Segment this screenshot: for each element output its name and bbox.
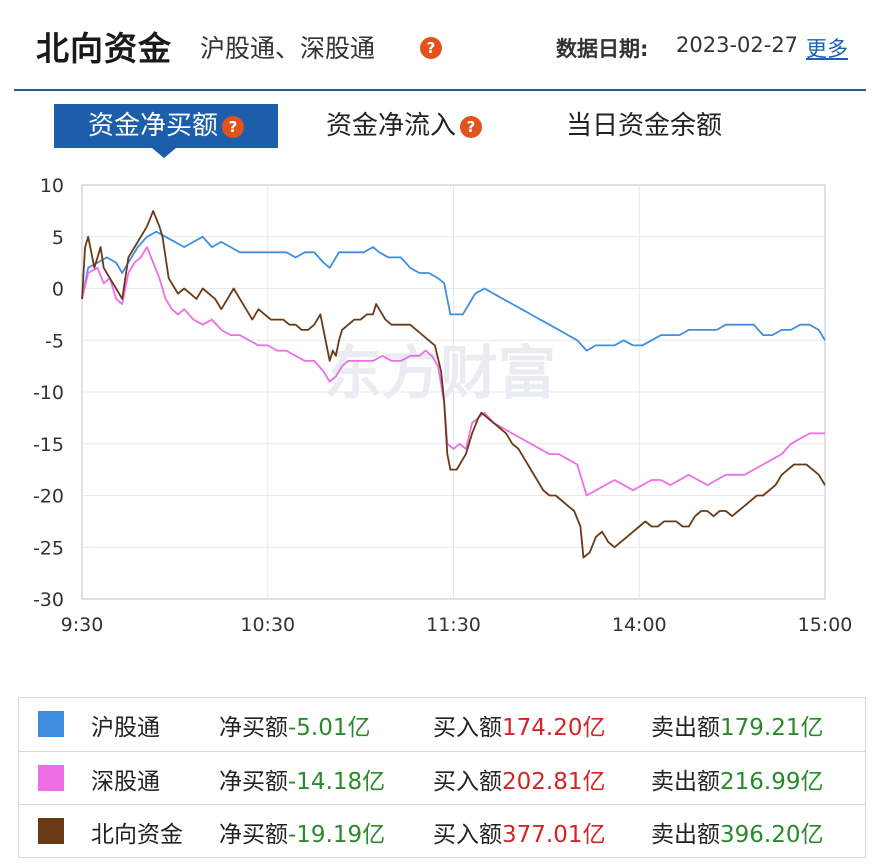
sell-label: 卖出额 [651, 769, 720, 795]
sell-amount: 卖出额396.20亿 [651, 815, 823, 849]
legend-swatch [38, 765, 64, 791]
header-divider [14, 89, 866, 91]
x-tick-label: 9:30 [61, 614, 104, 636]
header: 北向资金 沪股通、深股通 ? 数据日期: 2023-02-27 更多 [0, 0, 874, 90]
series-lines [81, 210, 826, 559]
sell-amount: 卖出额216.99亿 [651, 762, 823, 796]
help-icon[interactable]: ? [222, 115, 244, 138]
tab-net-inflow[interactable]: 资金净流入? [326, 104, 483, 148]
y-axis-labels: 10 5 0 -5 -10 -15 -20 -25 -30 [33, 175, 64, 611]
sell-label: 卖出额 [651, 822, 720, 848]
net-buy-value: -5.01亿 [288, 715, 371, 741]
y-tick-label: -30 [33, 589, 64, 611]
x-tick-label: 10:30 [240, 614, 295, 636]
x-axis-labels: 9:30 10:30 11:30 14:00 15:00 [61, 614, 853, 636]
net-buy: 净买额-19.19亿 [219, 815, 385, 849]
net-buy-value: -14.18亿 [288, 769, 386, 795]
buy-value: 377.01亿 [502, 822, 606, 848]
buy-amount: 买入额202.81亿 [433, 762, 605, 796]
y-tick-label: -15 [33, 434, 64, 456]
series-name: 沪股通 [91, 715, 160, 741]
more-link[interactable]: 更多 [806, 37, 848, 61]
page-subtitle: 沪股通、深股通 [200, 34, 376, 63]
series-line-3 [81, 210, 826, 559]
buy-value: 202.81亿 [502, 769, 606, 795]
series-line-2 [81, 246, 825, 497]
net-buy-label: 净买额 [219, 769, 288, 795]
legend-swatch [38, 711, 64, 737]
x-tick-label: 14:00 [612, 614, 667, 636]
legend-swatch [38, 818, 64, 844]
summary-table: 沪股通 净买额-5.01亿 买入额174.20亿 卖出额179.21亿 深股通 … [18, 697, 866, 858]
buy-label: 买入额 [433, 715, 502, 741]
y-tick-label: 10 [40, 175, 64, 197]
sell-value: 216.99亿 [720, 769, 824, 795]
summary-row: 北向资金 净买额-19.19亿 买入额377.01亿 卖出额396.20亿 [19, 804, 865, 857]
tab-net-inflow-label: 资金净流入 [326, 111, 457, 141]
page-title: 北向资金 [36, 29, 172, 68]
buy-value: 174.20亿 [502, 715, 606, 741]
tab-net-buy-label: 资金净买额 [87, 111, 218, 141]
tab-daily-balance-label: 当日资金余额 [566, 111, 723, 141]
summary-row: 沪股通 净买额-5.01亿 买入额174.20亿 卖出额179.21亿 [19, 698, 865, 750]
buy-label: 买入额 [433, 822, 502, 848]
sell-label: 卖出额 [651, 715, 720, 741]
series-line-1 [81, 230, 826, 352]
tab-net-buy[interactable]: 资金净买额? [54, 104, 278, 158]
help-icon[interactable]: ? [460, 115, 483, 138]
sell-value: 179.21亿 [720, 715, 824, 741]
net-buy: 净买额-14.18亿 [219, 762, 385, 796]
net-buy-label: 净买额 [219, 822, 288, 848]
help-icon[interactable]: ? [420, 37, 442, 59]
net-buy: 净买额-5.01亿 [219, 708, 371, 742]
y-tick-label: 0 [52, 279, 64, 301]
sell-amount: 卖出额179.21亿 [651, 708, 823, 742]
y-tick-label: -25 [33, 537, 64, 559]
buy-label: 买入额 [433, 769, 502, 795]
date-label: 数据日期: [556, 37, 649, 61]
sell-value: 396.20亿 [720, 822, 824, 848]
x-tick-label: 15:00 [798, 614, 853, 636]
net-buy-label: 净买额 [219, 715, 288, 741]
series-name: 北向资金 [91, 822, 183, 848]
x-tick-label: 11:30 [426, 614, 481, 636]
x-gridlines [267, 185, 640, 599]
buy-amount: 买入额377.01亿 [433, 815, 605, 849]
summary-row: 深股通 净买额-14.18亿 买入额202.81亿 卖出额216.99亿 [19, 751, 865, 804]
y-tick-label: -10 [33, 382, 64, 404]
tab-daily-balance[interactable]: 当日资金余额 [566, 104, 722, 148]
buy-amount: 买入额174.20亿 [433, 708, 605, 742]
date-value: 2023-02-27 [676, 33, 799, 57]
net-buy-value: -19.19亿 [288, 822, 386, 848]
series-name: 深股通 [91, 769, 160, 795]
y-tick-label: -5 [45, 330, 64, 352]
y-tick-label: 5 [52, 227, 64, 249]
y-tick-label: -20 [33, 486, 64, 508]
